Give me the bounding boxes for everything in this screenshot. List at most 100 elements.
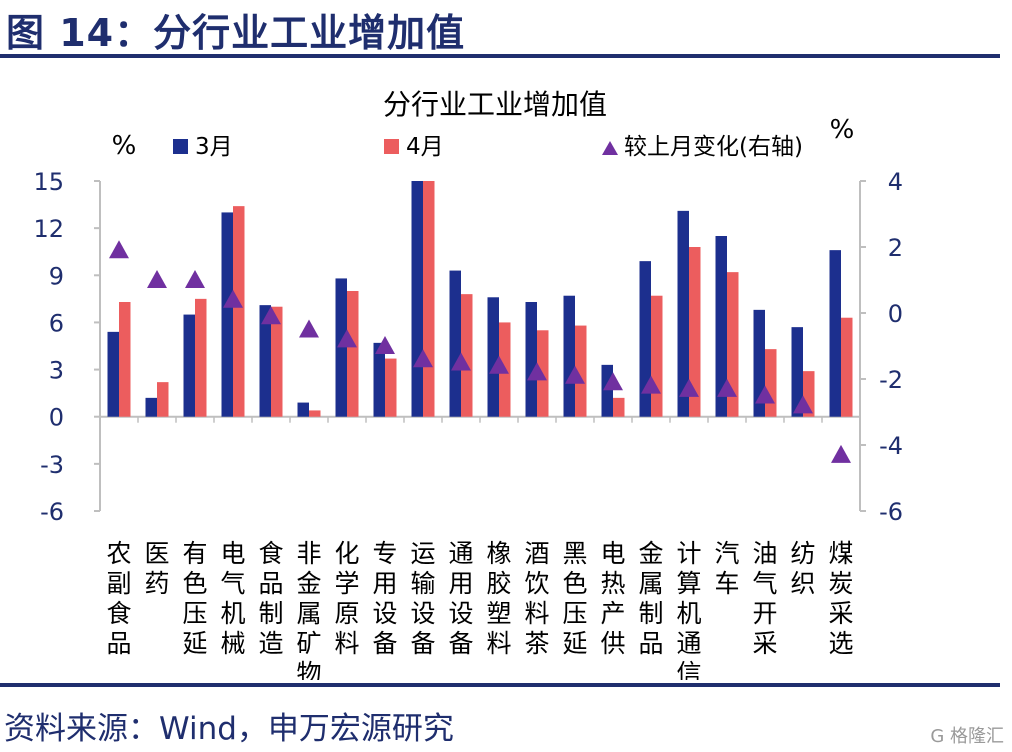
change-marker bbox=[147, 270, 167, 288]
change-marker bbox=[679, 378, 699, 397]
bar-march bbox=[753, 309, 765, 417]
change-marker bbox=[375, 336, 395, 354]
category-label: 金属制品 bbox=[638, 539, 663, 658]
bar-march bbox=[677, 210, 689, 417]
change-marker bbox=[565, 365, 585, 384]
chart-svg: 分行业工业增加值%% 3月 4月 较上月变化(右轴) 15 12 9 6 3 0 -3 -6 4 2 0 -2… bbox=[33, 88, 903, 680]
bar-march bbox=[107, 331, 119, 417]
bar-april bbox=[157, 382, 169, 417]
source-note: 资料来源：Wind，申万宏源研究 bbox=[4, 711, 454, 747]
category-label: 橡胶塑料 bbox=[486, 539, 511, 658]
bar-april bbox=[841, 317, 853, 417]
right-tick-label: -2 bbox=[879, 366, 903, 394]
change-marker bbox=[603, 372, 623, 391]
left-tick-label: 15 bbox=[33, 168, 64, 196]
bar-april bbox=[309, 410, 321, 417]
left-tick-label: 9 bbox=[49, 262, 64, 290]
right-tick-label: 4 bbox=[888, 168, 903, 196]
change-marker bbox=[755, 385, 775, 404]
bar-april bbox=[613, 397, 625, 417]
bar-april bbox=[575, 325, 587, 417]
bar-april bbox=[727, 272, 739, 417]
legend-marker-change bbox=[602, 141, 618, 155]
change-marker bbox=[223, 289, 243, 308]
bar-march bbox=[525, 302, 537, 417]
left-tick-label: -3 bbox=[40, 451, 64, 479]
bar-april bbox=[195, 298, 207, 417]
right-tick-label: -6 bbox=[879, 498, 903, 526]
right-tick-label: -4 bbox=[879, 432, 903, 460]
change-marker bbox=[489, 355, 509, 374]
category-label: 运输设备 bbox=[410, 539, 435, 658]
category-label: 通用设备 bbox=[448, 539, 473, 658]
bar-april bbox=[803, 371, 815, 417]
bar-april bbox=[461, 294, 473, 417]
category-label: 非金属矿物 bbox=[296, 539, 321, 680]
left-tick-label: 3 bbox=[49, 357, 64, 385]
category-label: 酒饮料茶 bbox=[524, 539, 549, 658]
bar-april bbox=[765, 349, 777, 417]
bar-april bbox=[651, 295, 663, 417]
left-tick-label: -6 bbox=[40, 498, 64, 526]
category-label: 有色压延 bbox=[182, 539, 207, 658]
change-marker bbox=[337, 329, 357, 348]
change-marker bbox=[527, 362, 547, 381]
category-label: 黑色压延 bbox=[562, 539, 587, 658]
bar-april bbox=[119, 302, 131, 417]
right-tick-label: 2 bbox=[888, 234, 903, 262]
bar-march bbox=[259, 305, 271, 417]
bar-march bbox=[487, 297, 499, 417]
bar-march bbox=[791, 327, 803, 417]
category-label: 化学原料 bbox=[334, 539, 359, 658]
bar-april bbox=[271, 306, 283, 417]
bar-march bbox=[449, 270, 461, 417]
left-axis-unit: % bbox=[112, 131, 137, 161]
change-marker bbox=[451, 352, 471, 371]
bar-march bbox=[335, 278, 347, 417]
chart-title: 分行业工业增加值 bbox=[383, 88, 607, 121]
change-marker bbox=[261, 306, 281, 325]
category-label: 电气机械 bbox=[220, 539, 245, 658]
bar-march bbox=[639, 261, 651, 417]
bar-march bbox=[373, 342, 385, 417]
change-marker bbox=[413, 349, 433, 368]
legend-swatch-april bbox=[384, 139, 399, 154]
change-marker bbox=[831, 444, 851, 463]
bar-march bbox=[221, 212, 233, 417]
bar-april bbox=[385, 358, 397, 417]
change-marker bbox=[641, 375, 661, 394]
change-marker bbox=[793, 395, 813, 414]
bar-march bbox=[563, 295, 575, 417]
category-label: 计算机通信 bbox=[676, 539, 701, 680]
right-axis-unit: % bbox=[830, 115, 855, 145]
legend-label-change: 较上月变化(右轴) bbox=[624, 134, 803, 160]
right-tick-label: 0 bbox=[888, 300, 903, 328]
legend-label-april: 4月 bbox=[406, 134, 444, 160]
change-marker bbox=[299, 319, 319, 338]
bar-march bbox=[411, 181, 423, 417]
bar-march bbox=[829, 250, 841, 417]
change-marker bbox=[185, 270, 205, 288]
bar-march bbox=[715, 236, 727, 417]
left-tick-label: 6 bbox=[49, 309, 64, 337]
category-label: 纺织 bbox=[790, 539, 815, 598]
category-label: 医药 bbox=[144, 539, 169, 598]
top-divider bbox=[0, 54, 1000, 58]
legend-swatch-march bbox=[173, 139, 188, 154]
bar-march bbox=[601, 364, 613, 417]
figure-title: 图 14：分行业工业增加值 bbox=[6, 11, 466, 55]
bar-april bbox=[347, 291, 359, 417]
bar-march bbox=[183, 314, 195, 417]
bar-april bbox=[689, 247, 701, 417]
category-label: 汽车 bbox=[714, 539, 739, 598]
legend-label-march: 3月 bbox=[195, 134, 233, 160]
category-label: 煤炭采选 bbox=[828, 539, 853, 658]
category-label: 专用设备 bbox=[372, 539, 397, 658]
bottom-divider bbox=[0, 683, 1000, 687]
bar-april bbox=[423, 181, 435, 417]
category-label: 电热产供 bbox=[600, 539, 625, 658]
change-marker bbox=[109, 240, 129, 259]
category-label: 农副食品 bbox=[106, 539, 131, 658]
watermark-logo: G 格隆汇 bbox=[930, 726, 1004, 747]
bar-march bbox=[145, 397, 157, 417]
